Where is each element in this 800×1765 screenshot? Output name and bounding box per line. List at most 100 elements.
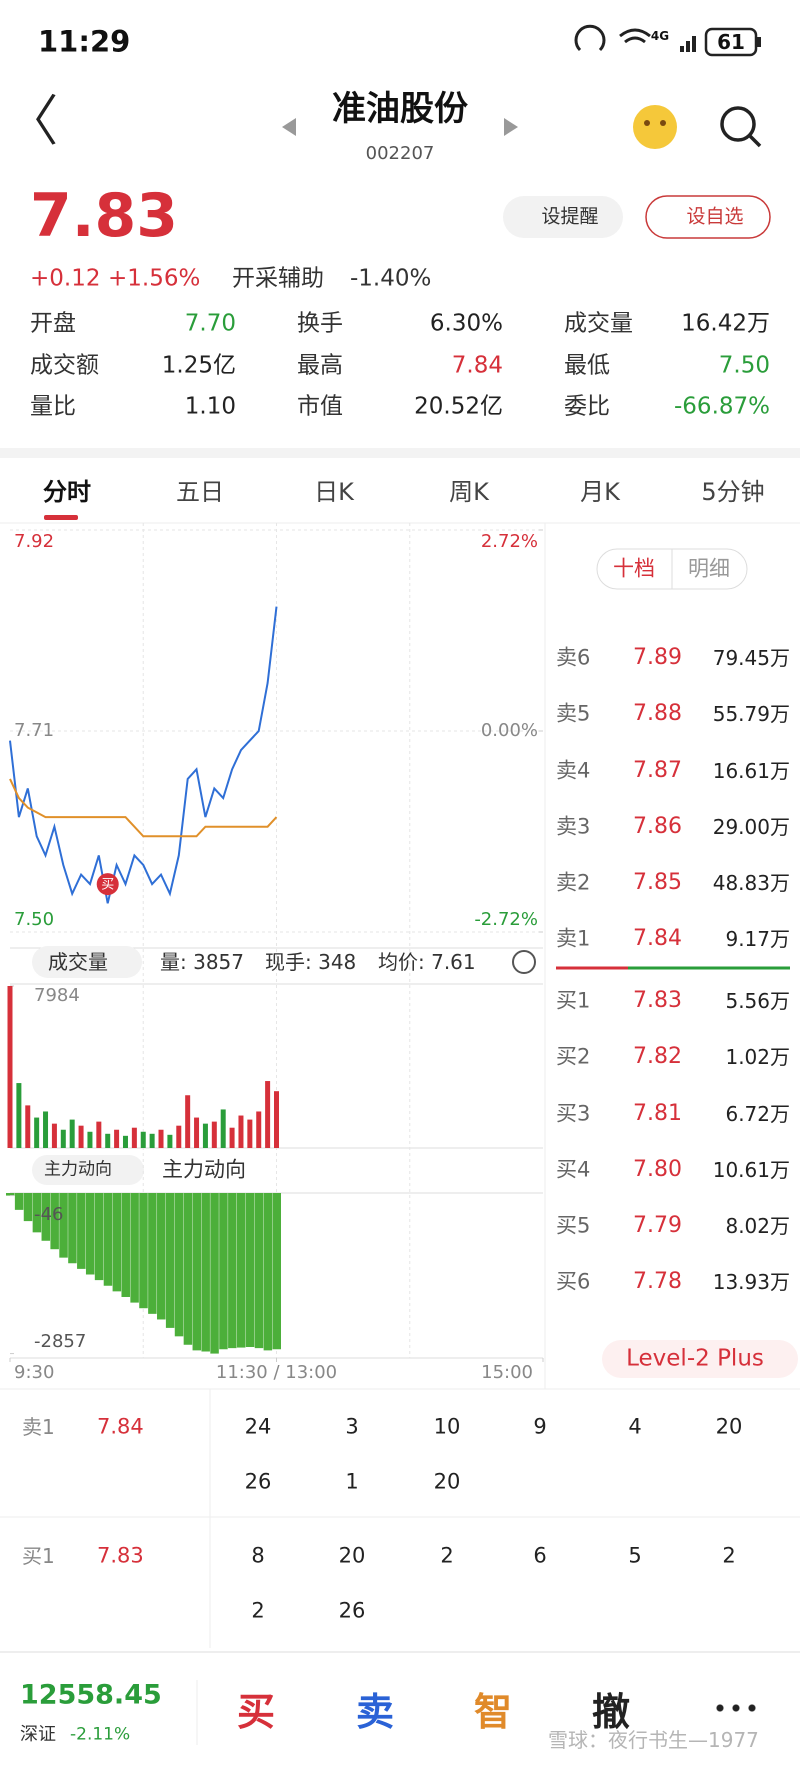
flow-bar — [14, 1193, 24, 1210]
queue-order: 26 — [338, 1598, 366, 1623]
prev-stock[interactable] — [282, 118, 296, 136]
stat-label: 委比 — [564, 393, 610, 420]
y-tick-label: -2857 — [34, 1331, 87, 1352]
volume-bar — [167, 1134, 173, 1148]
chart-tab[interactable]: 分时 — [43, 478, 91, 506]
stat-value: 1.25亿 — [161, 352, 236, 379]
average-line — [9, 778, 278, 838]
queue-order: 2 — [440, 1543, 454, 1568]
book-volume: 16.61万 — [712, 758, 790, 783]
chart-tab[interactable]: 5分钟 — [701, 478, 765, 506]
search-button[interactable] — [720, 106, 756, 142]
book-volume: 1.02万 — [725, 1045, 790, 1070]
volume-bar — [51, 1123, 57, 1148]
book-tab-active[interactable]: 十档 — [613, 556, 655, 581]
book-volume: 6.72万 — [725, 1101, 790, 1126]
y2-tick-label: 0.00% — [480, 720, 538, 741]
y-tick-label: 7.50 — [14, 909, 55, 930]
selector-bg[interactable] — [32, 1155, 144, 1185]
flow-bar — [174, 1193, 184, 1337]
queue-order: 8 — [251, 1543, 265, 1568]
level2-promo[interactable]: Level-2 Plus — [626, 1345, 764, 1372]
flow-bar — [263, 1193, 273, 1351]
queue-order: 10 — [433, 1414, 461, 1439]
chart-tab[interactable]: 五日 — [176, 478, 224, 506]
book-label: 买2 — [556, 1044, 591, 1069]
stat-value: 7.50 — [718, 352, 770, 379]
x-tick-label: 9:30 — [14, 1362, 55, 1383]
queue-order: 2 — [722, 1543, 736, 1568]
y2-tick-label: -2.72% — [474, 909, 538, 930]
promo-bg[interactable] — [602, 1340, 798, 1378]
speed-icon — [574, 24, 606, 52]
flow-title: 主力动向 — [162, 1157, 246, 1182]
flow-bar — [121, 1193, 130, 1297]
flow-bar — [32, 1193, 42, 1233]
flow-bar — [192, 1193, 202, 1351]
flow-bar — [165, 1193, 175, 1328]
flow-bar — [228, 1193, 237, 1349]
status-battery: 61 — [717, 30, 745, 54]
stat-value: -66.87% — [674, 393, 770, 420]
stat-value: 6.30% — [429, 310, 503, 337]
chart-tab[interactable]: 日K — [314, 478, 354, 506]
flow-bar — [183, 1193, 193, 1345]
queue-label: 卖1 — [22, 1415, 55, 1439]
stat-value: 7.84 — [451, 352, 503, 379]
chart-tab[interactable]: 月K — [580, 478, 620, 506]
trade-marker-label: 买 — [101, 878, 114, 893]
mascot[interactable] — [633, 105, 677, 149]
index-value[interactable]: 12558.45 — [20, 1679, 162, 1711]
queue-order: 6 — [533, 1543, 547, 1568]
queue-order: 20 — [433, 1469, 461, 1494]
volume-bar — [96, 1121, 102, 1148]
queue-order: 3 — [345, 1414, 359, 1439]
mascot-eye — [660, 120, 666, 126]
stat-label: 成交额 — [30, 352, 99, 379]
book-volume: 10.61万 — [712, 1157, 790, 1182]
flow-bar — [68, 1193, 77, 1264]
more-button[interactable] — [712, 1704, 758, 1712]
next-stock[interactable] — [504, 118, 518, 136]
book-label: 买4 — [556, 1157, 591, 1182]
book-price: 7.78 — [633, 1269, 682, 1295]
action-button[interactable]: 买 — [236, 1690, 276, 1734]
book-price: 7.89 — [633, 645, 682, 670]
book-label: 卖4 — [556, 758, 591, 782]
book-tab[interactable]: 明细 — [688, 556, 730, 581]
book-label: 买3 — [556, 1101, 591, 1125]
book-volume: 5.56万 — [725, 989, 790, 1013]
queue-order: 5 — [628, 1543, 642, 1568]
action-button[interactable]: 卖 — [355, 1690, 395, 1734]
volume-bar — [194, 1117, 200, 1148]
selector-bg[interactable] — [32, 946, 142, 978]
volume-selector[interactable]: 成交量 — [48, 950, 108, 974]
alert-button-bg[interactable] — [503, 196, 623, 238]
battery-icon — [704, 27, 758, 57]
queue-order: 9 — [533, 1414, 547, 1439]
book-volume: 13.93万 — [712, 1270, 790, 1295]
watchlist-button-bg[interactable] — [645, 195, 771, 239]
volume-info: 均价: 7.61 — [378, 950, 476, 974]
price-line — [9, 606, 278, 904]
action-button[interactable]: 智 — [473, 1690, 513, 1734]
settings-icon[interactable] — [512, 950, 536, 974]
flow-bar — [85, 1193, 95, 1275]
stat-label: 量比 — [30, 393, 76, 420]
flow-bar — [219, 1193, 228, 1350]
flow-bar — [112, 1193, 122, 1292]
volume-bar — [78, 1125, 84, 1148]
alert-button[interactable]: 设提醒 — [541, 205, 599, 228]
chart-tab[interactable]: 周K — [449, 478, 489, 506]
back-button[interactable] — [36, 93, 56, 145]
book-label: 买5 — [556, 1213, 591, 1238]
volume-bar — [43, 1111, 49, 1148]
signal-icon — [680, 36, 696, 52]
queue-order: 4 — [628, 1414, 642, 1439]
flow-selector[interactable]: 主力动向 — [44, 1159, 112, 1180]
watchlist-button[interactable]: 设自选 — [686, 205, 744, 228]
volume-bar — [34, 1117, 40, 1148]
index-change: -2.11% — [70, 1724, 131, 1745]
action-button[interactable]: 撤 — [591, 1690, 631, 1734]
